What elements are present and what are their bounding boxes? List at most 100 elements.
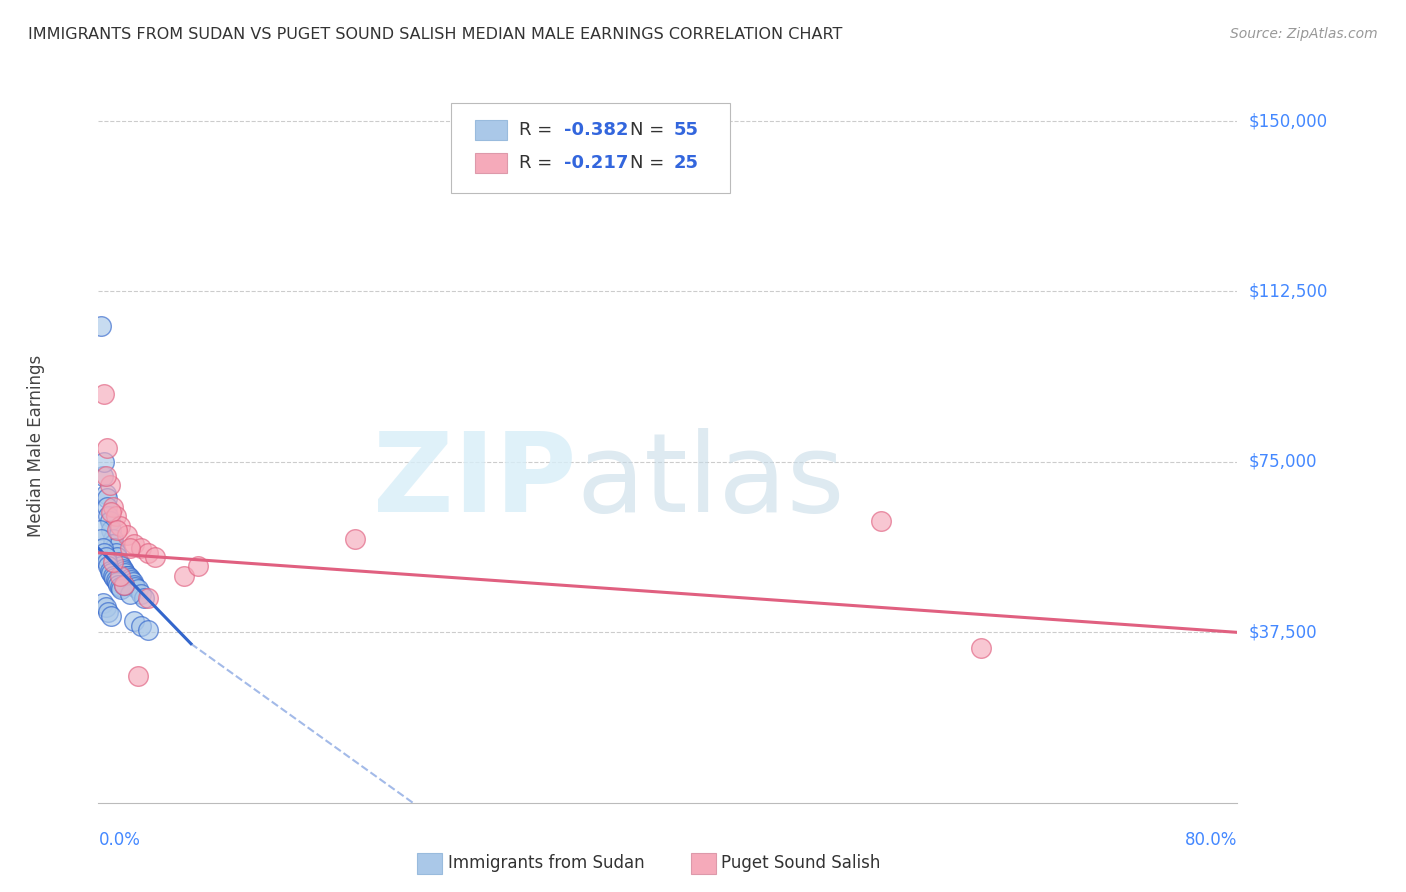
Point bbox=[104, 546, 127, 560]
Point bbox=[105, 575, 128, 590]
Point bbox=[124, 580, 146, 594]
Text: Immigrants from Sudan: Immigrants from Sudan bbox=[449, 855, 645, 872]
FancyBboxPatch shape bbox=[475, 153, 508, 173]
Point bbox=[101, 537, 124, 551]
Point bbox=[103, 541, 125, 556]
Text: R =: R = bbox=[519, 153, 558, 171]
Point bbox=[110, 559, 132, 574]
Text: ZIP: ZIP bbox=[374, 428, 576, 535]
Point bbox=[132, 591, 155, 606]
Point bbox=[98, 477, 121, 491]
Text: R =: R = bbox=[519, 121, 558, 139]
Point bbox=[101, 532, 124, 546]
Point bbox=[100, 523, 122, 537]
FancyBboxPatch shape bbox=[418, 853, 443, 874]
Point bbox=[105, 550, 128, 565]
Point bbox=[97, 605, 120, 619]
Point bbox=[96, 491, 118, 506]
Point bbox=[112, 564, 135, 578]
Point bbox=[117, 568, 139, 582]
Point bbox=[100, 609, 122, 624]
Point bbox=[94, 487, 117, 501]
Point bbox=[94, 550, 117, 565]
Point bbox=[173, 568, 195, 582]
Point bbox=[93, 546, 115, 560]
Point bbox=[187, 559, 209, 574]
Point bbox=[89, 523, 111, 537]
Point bbox=[145, 550, 167, 565]
Point bbox=[120, 573, 142, 587]
Point bbox=[114, 566, 136, 581]
Point bbox=[91, 596, 114, 610]
Point bbox=[105, 523, 128, 537]
Text: -0.217: -0.217 bbox=[564, 153, 628, 171]
Point bbox=[98, 564, 121, 578]
Point bbox=[103, 571, 125, 585]
Point bbox=[101, 568, 124, 582]
Point bbox=[94, 468, 117, 483]
Point bbox=[107, 555, 129, 569]
Text: N =: N = bbox=[630, 121, 671, 139]
Point bbox=[98, 514, 121, 528]
Point bbox=[115, 527, 138, 541]
Point bbox=[93, 386, 115, 401]
Text: Source: ZipAtlas.com: Source: ZipAtlas.com bbox=[1230, 27, 1378, 41]
Point bbox=[127, 668, 149, 682]
Point bbox=[118, 541, 141, 556]
Point bbox=[111, 562, 134, 576]
Point bbox=[136, 623, 159, 637]
Point bbox=[96, 555, 118, 569]
FancyBboxPatch shape bbox=[475, 120, 508, 140]
Text: IMMIGRANTS FROM SUDAN VS PUGET SOUND SALISH MEDIAN MALE EARNINGS CORRELATION CHA: IMMIGRANTS FROM SUDAN VS PUGET SOUND SAL… bbox=[28, 27, 842, 42]
Point bbox=[104, 509, 127, 524]
Point bbox=[96, 442, 118, 456]
Point bbox=[129, 587, 152, 601]
Text: Median Male Earnings: Median Male Earnings bbox=[27, 355, 45, 537]
Point bbox=[108, 568, 131, 582]
Point bbox=[112, 577, 135, 591]
Point bbox=[870, 514, 893, 528]
Point bbox=[100, 566, 122, 581]
FancyBboxPatch shape bbox=[451, 103, 731, 193]
Point bbox=[129, 618, 152, 632]
Text: $37,500: $37,500 bbox=[1249, 624, 1317, 641]
Point bbox=[118, 571, 141, 585]
Point bbox=[97, 559, 120, 574]
Point bbox=[122, 577, 145, 591]
Point bbox=[108, 518, 131, 533]
Text: 55: 55 bbox=[673, 121, 699, 139]
Point bbox=[112, 577, 135, 591]
Point bbox=[110, 582, 132, 597]
Point bbox=[127, 582, 149, 597]
Point bbox=[97, 509, 120, 524]
Text: $150,000: $150,000 bbox=[1249, 112, 1327, 130]
Point bbox=[101, 500, 124, 515]
Point bbox=[107, 577, 129, 591]
Point bbox=[104, 573, 127, 587]
Point bbox=[90, 318, 112, 333]
Point bbox=[121, 575, 143, 590]
Text: Puget Sound Salish: Puget Sound Salish bbox=[721, 855, 880, 872]
Text: 0.0%: 0.0% bbox=[98, 831, 141, 849]
Point bbox=[970, 641, 993, 656]
Point bbox=[101, 555, 124, 569]
Point bbox=[122, 537, 145, 551]
Point bbox=[94, 600, 117, 615]
Point bbox=[136, 591, 159, 606]
Point bbox=[93, 455, 115, 469]
Point bbox=[343, 532, 366, 546]
Point bbox=[91, 468, 114, 483]
Point bbox=[108, 580, 131, 594]
Text: N =: N = bbox=[630, 153, 671, 171]
FancyBboxPatch shape bbox=[690, 853, 716, 874]
Point bbox=[115, 568, 138, 582]
Point bbox=[108, 557, 131, 571]
Point bbox=[90, 532, 112, 546]
Text: $112,500: $112,500 bbox=[1249, 283, 1327, 301]
Point bbox=[100, 505, 122, 519]
Point bbox=[122, 614, 145, 628]
Text: 80.0%: 80.0% bbox=[1185, 831, 1237, 849]
Text: $75,000: $75,000 bbox=[1249, 453, 1317, 471]
Point bbox=[96, 500, 118, 515]
Point bbox=[118, 587, 141, 601]
